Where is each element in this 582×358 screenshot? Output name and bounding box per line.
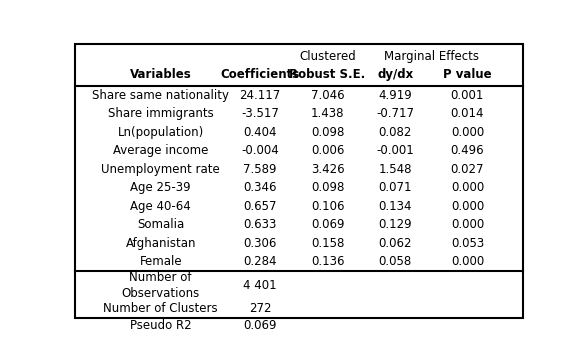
Text: Average income: Average income [113,144,208,158]
Text: 0.082: 0.082 [378,126,412,139]
Text: 4 401: 4 401 [243,279,277,292]
Text: Marginal Effects: Marginal Effects [384,50,479,63]
Text: 0.306: 0.306 [243,237,276,250]
Text: Age 25-39: Age 25-39 [130,181,191,194]
Text: 1.438: 1.438 [311,107,345,120]
Text: Clustered: Clustered [299,50,356,63]
Text: 4.919: 4.919 [378,89,412,102]
Text: P value: P value [443,68,492,81]
Text: -3.517: -3.517 [241,107,279,120]
Text: 0.134: 0.134 [378,200,412,213]
Text: -0.717: -0.717 [376,107,414,120]
Text: 0.136: 0.136 [311,255,345,268]
Text: 0.404: 0.404 [243,126,276,139]
Text: 0.657: 0.657 [243,200,276,213]
Text: 0.346: 0.346 [243,181,276,194]
Text: 0.001: 0.001 [450,89,484,102]
Text: Age 40-64: Age 40-64 [130,200,191,213]
Text: 0.000: 0.000 [451,181,484,194]
Text: 0.069: 0.069 [243,319,276,333]
Text: 0.496: 0.496 [450,144,484,158]
Text: 0.069: 0.069 [311,218,345,231]
Text: 0.062: 0.062 [378,237,412,250]
Text: 0.000: 0.000 [451,218,484,231]
Text: -0.004: -0.004 [241,144,279,158]
Text: 1.548: 1.548 [378,163,412,176]
Text: 0.158: 0.158 [311,237,345,250]
Text: Variables: Variables [130,68,191,81]
Text: Unemployment rate: Unemployment rate [101,163,220,176]
Text: 0.014: 0.014 [450,107,484,120]
Text: 0.000: 0.000 [451,255,484,268]
Text: 0.027: 0.027 [450,163,484,176]
Text: -0.001: -0.001 [377,144,414,158]
Text: Number of Clusters: Number of Clusters [104,302,218,315]
Text: Pseudo R2: Pseudo R2 [130,319,191,333]
Text: Number of
Observations: Number of Observations [122,271,200,300]
Text: Robust S.E.: Robust S.E. [289,68,365,81]
Text: Female: Female [140,255,182,268]
Text: 24.117: 24.117 [239,89,281,102]
Text: 0.000: 0.000 [451,126,484,139]
Text: 7.046: 7.046 [311,89,345,102]
Text: Ln(population): Ln(population) [118,126,204,139]
Text: 0.000: 0.000 [451,200,484,213]
Text: 272: 272 [249,302,271,315]
Text: Share same nationality: Share same nationality [92,89,229,102]
Text: dy/dx: dy/dx [377,68,413,81]
Text: 0.129: 0.129 [378,218,412,231]
Text: 0.633: 0.633 [243,218,276,231]
Text: 0.098: 0.098 [311,181,345,194]
Text: 0.071: 0.071 [378,181,412,194]
Text: 0.106: 0.106 [311,200,345,213]
Text: Somalia: Somalia [137,218,184,231]
Text: Share immigrants: Share immigrants [108,107,214,120]
Text: Afghanistan: Afghanistan [126,237,196,250]
Text: Coefficients: Coefficients [221,68,300,81]
Text: 0.284: 0.284 [243,255,276,268]
Text: 3.426: 3.426 [311,163,345,176]
Text: 0.053: 0.053 [451,237,484,250]
Text: 0.006: 0.006 [311,144,345,158]
Text: 7.589: 7.589 [243,163,276,176]
Text: 0.058: 0.058 [379,255,412,268]
Text: 0.098: 0.098 [311,126,345,139]
